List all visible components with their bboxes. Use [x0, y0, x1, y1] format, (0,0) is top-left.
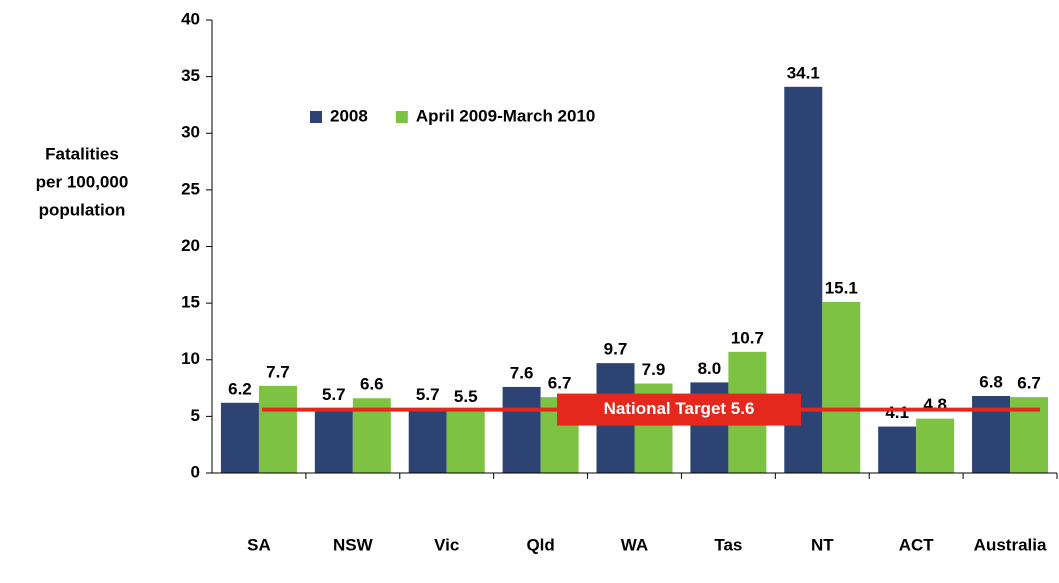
- y-tick-label: 30: [181, 123, 200, 142]
- data-label: 6.2: [228, 379, 252, 398]
- x-tick-label: Tas: [714, 535, 742, 554]
- x-tick-label: Australia: [974, 535, 1047, 554]
- bar: [446, 410, 485, 473]
- x-tick-label: WA: [621, 535, 648, 554]
- target-label-box: [557, 393, 801, 426]
- y-tick-label: 40: [181, 9, 200, 28]
- bar: [878, 426, 917, 473]
- x-tick-label: SA: [247, 535, 271, 554]
- legend-label: 2008: [330, 106, 368, 125]
- bar: [220, 402, 259, 473]
- data-label: 6.7: [1017, 374, 1041, 393]
- data-label: 7.7: [266, 362, 290, 381]
- bar: [972, 395, 1011, 473]
- data-label: 6.7: [548, 374, 572, 393]
- data-label: 6.8: [979, 372, 1003, 391]
- y-axis-label: population: [39, 200, 126, 219]
- y-tick-label: 35: [181, 66, 200, 85]
- bar: [408, 408, 447, 473]
- x-tick-label: ACT: [899, 535, 935, 554]
- y-axis-label: per 100,000: [36, 172, 129, 191]
- data-label: 4.1: [885, 403, 909, 422]
- data-label: 8.0: [698, 359, 722, 378]
- x-tick-label: Vic: [434, 535, 459, 554]
- legend-swatch: [310, 111, 322, 123]
- legend-swatch: [395, 111, 408, 123]
- y-tick-label: 25: [181, 179, 200, 198]
- y-tick-label: 10: [181, 349, 200, 368]
- y-tick-label: 0: [191, 462, 200, 481]
- bar: [822, 301, 861, 473]
- data-label: 7.6: [510, 363, 534, 382]
- data-label: 5.5: [454, 387, 478, 406]
- legend-label: April 2009-March 2010: [416, 106, 596, 125]
- data-label: 7.9: [642, 360, 666, 379]
- data-label: 34.1: [787, 63, 820, 82]
- y-tick-label: 5: [191, 406, 200, 425]
- y-axis-label: Fatalities: [45, 144, 119, 163]
- y-tick-label: 20: [181, 236, 200, 255]
- bar: [916, 418, 955, 473]
- data-label: 9.7: [604, 340, 628, 359]
- bar: [314, 408, 353, 473]
- x-tick-label: NSW: [333, 535, 374, 554]
- data-label: 15.1: [825, 278, 858, 297]
- data-label: 10.7: [731, 328, 764, 347]
- bar: [502, 386, 541, 473]
- bar: [258, 385, 297, 473]
- target-label: National Target 5.6: [604, 399, 755, 418]
- y-tick-label: 15: [181, 293, 200, 312]
- data-label: 6.6: [360, 375, 384, 394]
- x-tick-label: NT: [811, 535, 834, 554]
- data-label: 5.7: [322, 385, 346, 404]
- x-tick-label: Qld: [526, 535, 554, 554]
- data-label: 5.7: [416, 385, 440, 404]
